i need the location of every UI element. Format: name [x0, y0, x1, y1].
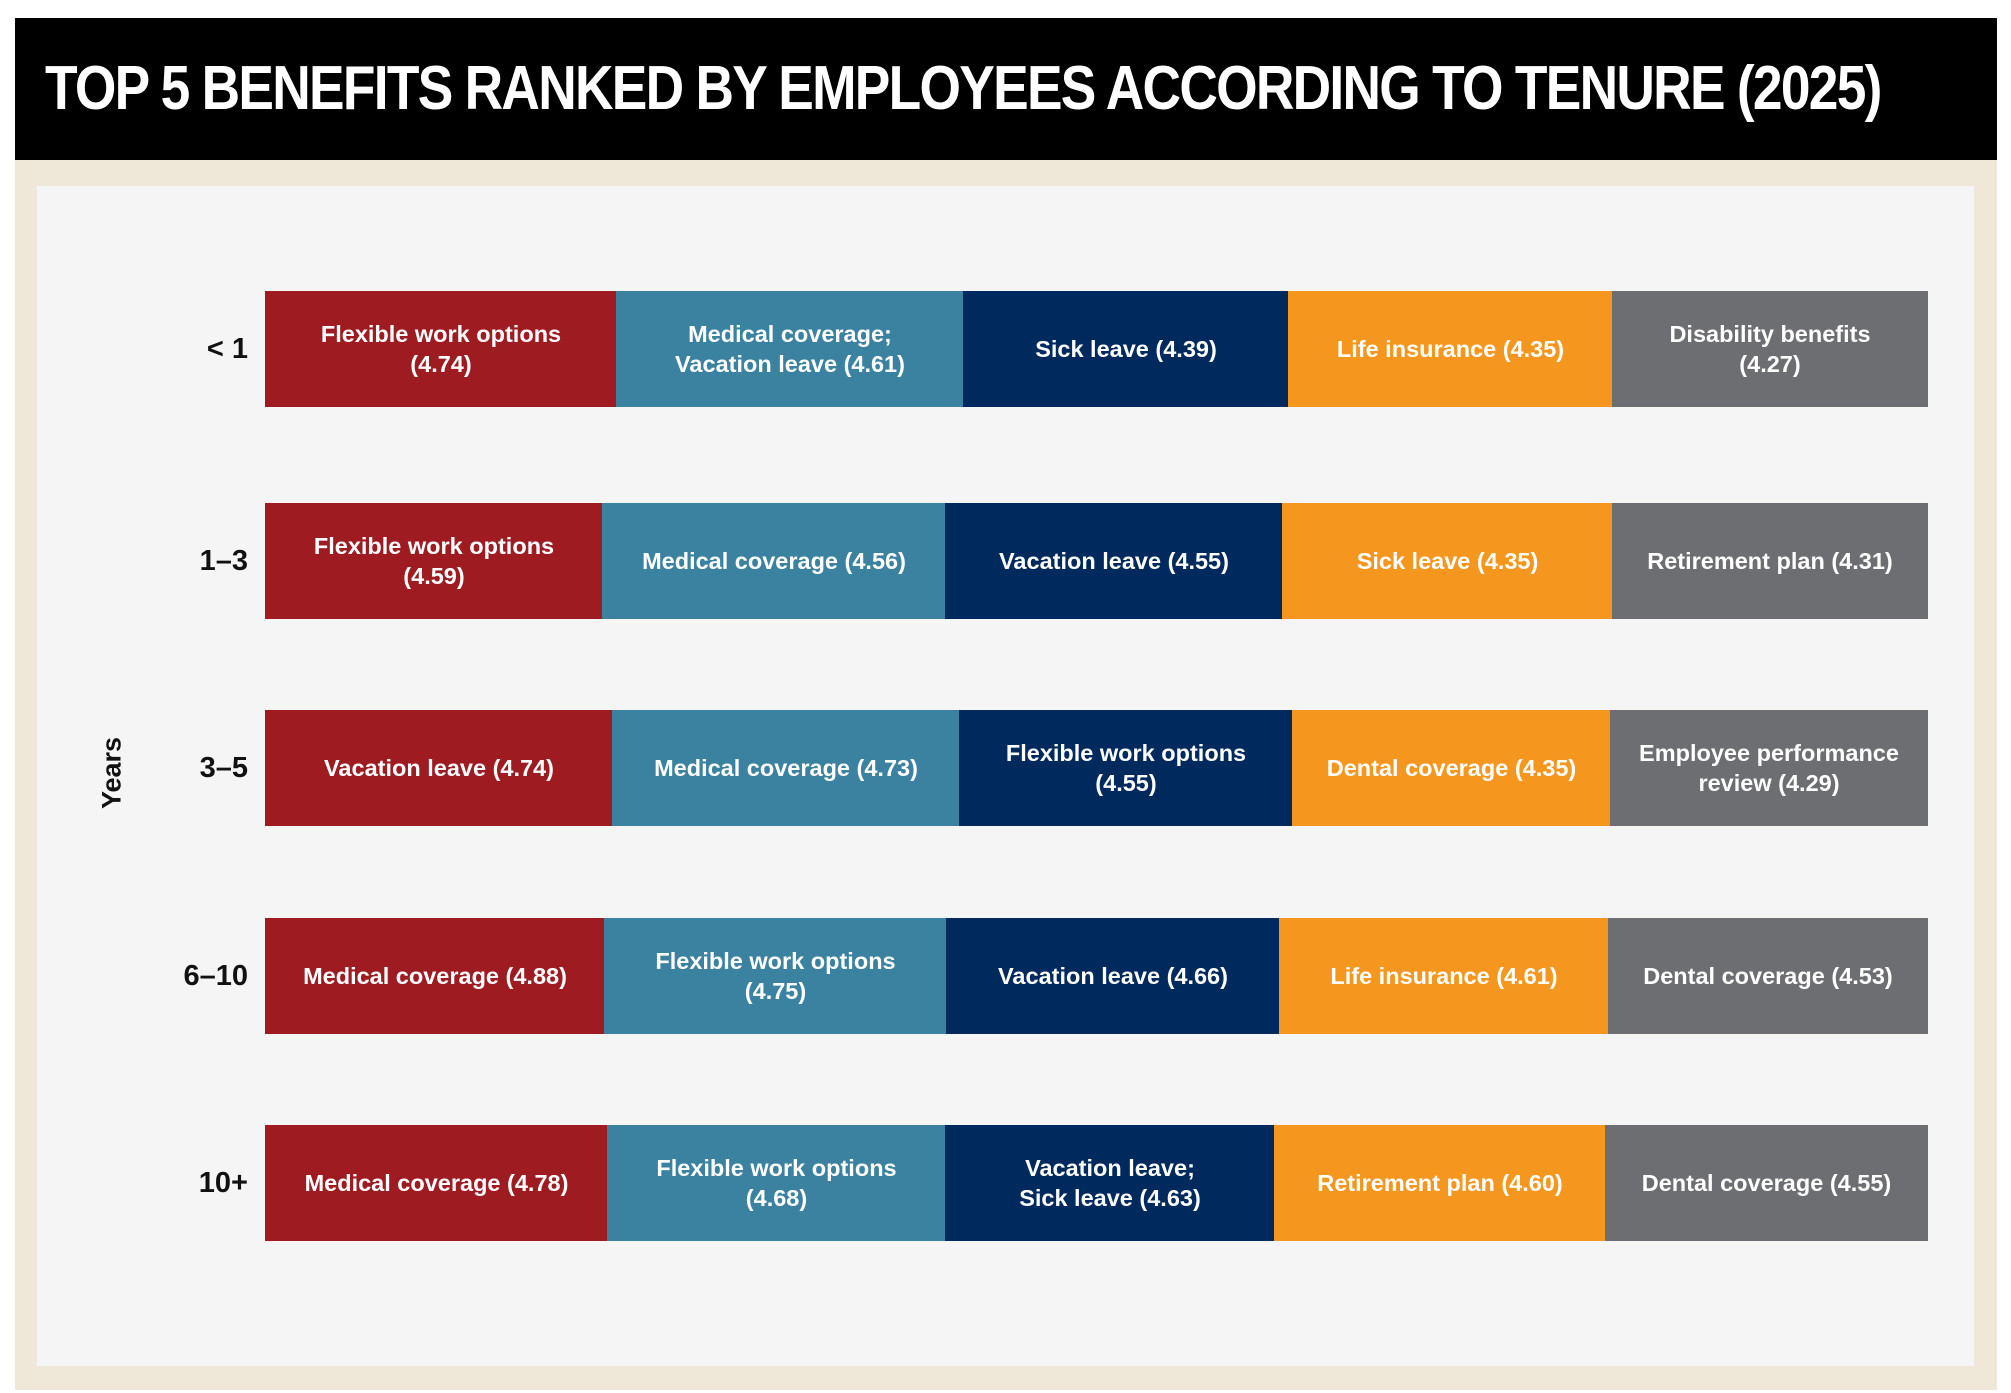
benefit-segment-rank-2: Flexible work options (4.68)	[607, 1125, 946, 1241]
benefit-segment-rank-1: Flexible work options (4.74)	[265, 291, 617, 407]
benefit-segment-rank-4: Sick leave (4.35)	[1282, 503, 1613, 619]
row-label-tenure: < 1	[206, 333, 248, 365]
benefit-segment-rank-3: Vacation leave (4.66)	[946, 918, 1280, 1034]
benefit-segment-rank-1: Medical coverage (4.88)	[265, 918, 605, 1034]
benefit-segment-rank-4: Dental coverage (4.35)	[1292, 710, 1611, 826]
benefit-segment-rank-1: Medical coverage (4.78)	[265, 1125, 608, 1241]
benefit-bar-row: Medical coverage (4.88) Flexible work opt…	[265, 918, 1928, 1034]
benefit-segment-rank-2: Medical coverage (4.73)	[612, 710, 960, 826]
benefit-bar-row: Medical coverage (4.78) Flexible work opt…	[265, 1125, 1928, 1241]
benefit-segment-rank-4: Retirement plan (4.60)	[1274, 1125, 1606, 1241]
benefit-segment-rank-3: Vacation leave; Sick leave (4.63)	[945, 1125, 1275, 1241]
chart-title: TOP 5 BENEFITS RANKED BY EMPLOYEES ACCOR…	[45, 54, 1882, 123]
benefit-segment-rank-5: Dental coverage (4.53)	[1608, 918, 1928, 1034]
row-label-tenure: 10+	[198, 1167, 248, 1199]
benefit-bar-row: Vacation leave (4.74) Medical coverage (4…	[265, 710, 1928, 826]
benefit-segment-rank-3: Sick leave (4.39)	[963, 291, 1289, 407]
benefit-segment-rank-2: Medical coverage; Vacation leave (4.61)	[616, 291, 964, 407]
benefit-segment-rank-5: Employee performance review (4.29)	[1610, 710, 1928, 826]
row-label-tenure: 6–10	[183, 960, 248, 992]
benefit-segment-rank-5: Retirement plan (4.31)	[1612, 503, 1928, 619]
benefit-segment-rank-3: Vacation leave (4.55)	[945, 503, 1283, 619]
benefit-segment-rank-4: Life insurance (4.61)	[1279, 918, 1609, 1034]
benefit-segment-rank-5: Dental coverage (4.55)	[1605, 1125, 1928, 1241]
benefit-bar-row: Flexible work options (4.74) Medical cove…	[265, 291, 1928, 407]
row-label-tenure: 1–3	[199, 545, 248, 577]
benefit-segment-rank-5: Disability benefits (4.27)	[1612, 291, 1928, 407]
benefit-segment-rank-1: Vacation leave (4.74)	[265, 710, 613, 826]
row-label-tenure: 3–5	[199, 752, 248, 784]
benefit-segment-rank-2: Flexible work options (4.75)	[604, 918, 947, 1034]
benefit-segment-rank-2: Medical coverage (4.56)	[602, 503, 946, 619]
y-axis-title: Years	[96, 736, 127, 810]
benefit-segment-rank-3: Flexible work options (4.55)	[959, 710, 1293, 826]
benefit-segment-rank-4: Life insurance (4.35)	[1288, 291, 1613, 407]
benefit-segment-rank-1: Flexible work options (4.59)	[265, 503, 603, 619]
title-bar: TOP 5 BENEFITS RANKED BY EMPLOYEES ACCOR…	[15, 18, 1997, 160]
benefit-bar-row: Flexible work options (4.59) Medical cove…	[265, 503, 1928, 619]
